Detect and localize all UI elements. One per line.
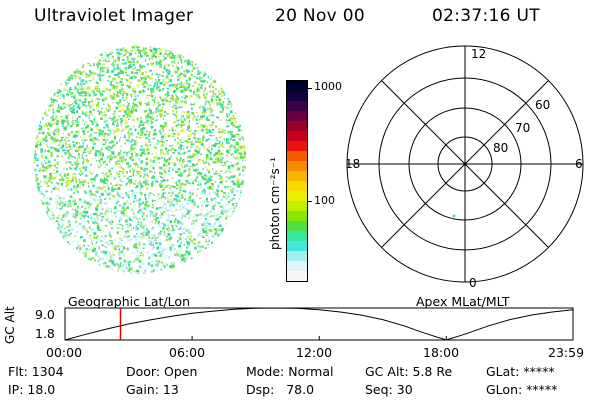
info-gain: Gain: 13 bbox=[126, 382, 179, 397]
polar-label-18: 18 bbox=[345, 157, 360, 171]
timeline-xtick-1: 06:00 bbox=[169, 345, 206, 360]
timeline-left-label: Geographic Lat/Lon bbox=[68, 294, 190, 309]
timeline-xtick-2: 12:00 bbox=[296, 345, 333, 360]
timeline-ylabel: GC Alt bbox=[3, 306, 17, 344]
colorbar-unit-label: photon cm⁻²s⁻¹ bbox=[268, 157, 282, 250]
info-ip: IP: 18.0 bbox=[8, 382, 56, 397]
altitude-curve bbox=[64, 307, 574, 341]
timeline-ytick-min: 1.8 bbox=[35, 326, 55, 341]
altitude-timeline bbox=[64, 307, 574, 341]
polar-plot: 12 18 6 0 60 70 80 bbox=[345, 45, 584, 288]
info-mode: Mode: Normal bbox=[246, 364, 334, 379]
polar-label-6: 6 bbox=[575, 157, 583, 171]
colorbar-tick-100: 100 bbox=[314, 194, 335, 207]
uv-image-pixels bbox=[34, 46, 246, 274]
app-title: Ultraviolet Imager bbox=[34, 6, 194, 26]
uv-image-disk bbox=[34, 46, 246, 274]
date-label: 20 Nov 00 bbox=[275, 6, 365, 26]
polar-label-0: 0 bbox=[469, 276, 477, 288]
colorbar bbox=[286, 80, 308, 282]
colorbar-tick-1000: 1000 bbox=[314, 80, 342, 93]
polar-label-80: 80 bbox=[493, 141, 508, 155]
timeline-ytick-max: 9.0 bbox=[35, 307, 55, 322]
info-dsp: Dsp: 78.0 bbox=[246, 382, 315, 397]
info-glat: GLat: ***** bbox=[486, 364, 555, 379]
info-door: Door: Open bbox=[126, 364, 198, 379]
timeline-right-label: Apex MLat/MLT bbox=[416, 294, 510, 309]
info-flight: Flt: 1304 bbox=[8, 364, 64, 379]
timeline-xtick-0: 00:00 bbox=[46, 345, 83, 360]
info-gc-alt: GC Alt: 5.8 Re bbox=[365, 364, 453, 379]
polar-label-60: 60 bbox=[535, 98, 550, 112]
timeline-xtick-4: 23:59 bbox=[548, 345, 585, 360]
polar-label-70: 70 bbox=[515, 121, 530, 135]
timeline-xtick-3: 18:00 bbox=[423, 345, 460, 360]
info-glon: GLon: ***** bbox=[486, 382, 558, 397]
polar-label-12: 12 bbox=[471, 47, 486, 61]
time-label: 02:37:16 UT bbox=[432, 6, 540, 26]
info-seq: Seq: 30 bbox=[365, 382, 413, 397]
